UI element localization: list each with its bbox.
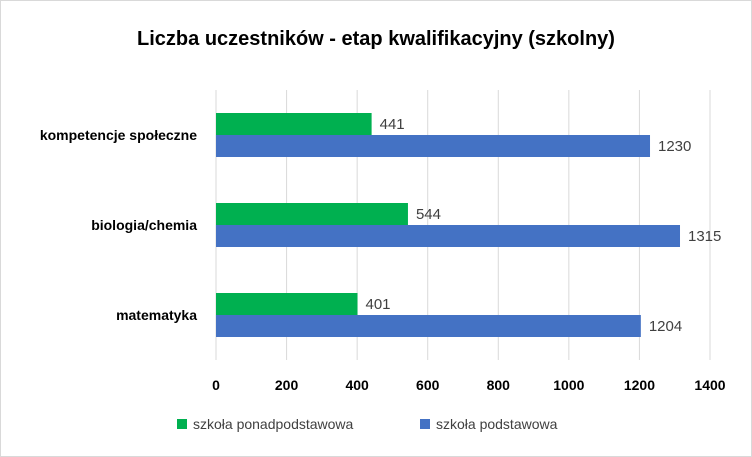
legend-label: szkoła podstawowa	[436, 416, 558, 432]
data-label: 401	[365, 296, 390, 313]
data-label: 1204	[649, 318, 682, 335]
legend-swatch	[177, 419, 187, 429]
bar-ponadpodstawowa	[216, 203, 408, 225]
bar-podstawowa	[216, 225, 681, 247]
x-tick-label: 800	[487, 377, 511, 393]
x-tick-label: 1000	[553, 377, 584, 393]
data-label: 544	[416, 206, 441, 223]
legend: szkoła ponadpodstawowa szkoła podstawowa	[177, 416, 558, 432]
bar-podstawowa	[216, 135, 651, 157]
category-label: biologia/chemia	[91, 217, 197, 233]
x-tick-label: 1400	[694, 377, 725, 393]
x-tick-label: 0	[212, 377, 220, 393]
bar-ponadpodstawowa	[216, 293, 358, 315]
category-label: matematyka	[116, 307, 197, 323]
data-label: 1315	[688, 228, 721, 245]
category-label: kompetencje społeczne	[40, 127, 197, 143]
data-label: 1230	[658, 138, 691, 155]
x-tick-label: 400	[345, 377, 369, 393]
bar-podstawowa	[216, 315, 641, 337]
chart-title: Liczba uczestników - etap kwalifikacyjny…	[137, 28, 615, 50]
legend-swatch	[420, 419, 430, 429]
labels: 0 200 400 600 800 1000 1200 1400 kompetencje spo…	[40, 116, 726, 393]
bars	[216, 113, 681, 337]
data-label: 441	[380, 116, 405, 133]
legend-label: szkoła ponadpodstawowa	[193, 416, 354, 432]
bar-ponadpodstawowa	[216, 113, 372, 135]
x-tick-label: 1200	[624, 377, 655, 393]
x-tick-label: 600	[416, 377, 440, 393]
x-tick-label: 200	[275, 377, 299, 393]
